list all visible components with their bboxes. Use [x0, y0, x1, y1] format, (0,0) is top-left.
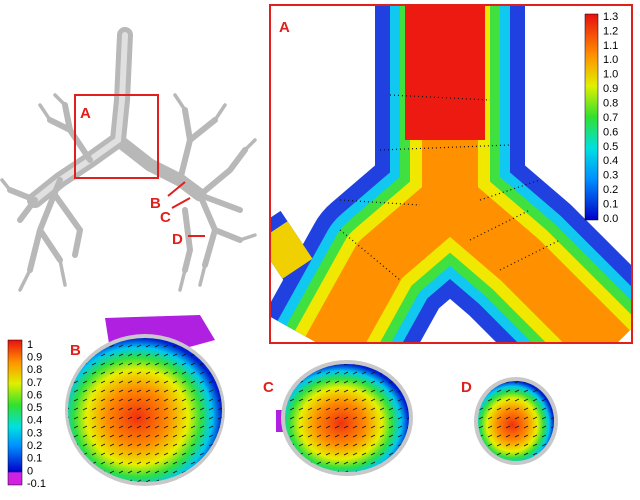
- colorbar-a-ticks: 1.3 1.2 1.1 1.0 1.0 0.9 0.8 0.7 0.6 0.5 0.4 0.3 0.2 0…: [603, 11, 618, 225]
- colorbar-tick-label: 1.0: [603, 69, 618, 81]
- colorbar-tick-label: 0.2: [27, 440, 42, 452]
- section-d: [474, 377, 558, 465]
- colorbar-tick-label: 0.5: [27, 402, 42, 414]
- section-c: [276, 360, 413, 476]
- colorbar-tick-label: 0.9: [27, 352, 42, 364]
- colorbar-tick-label: 0.8: [27, 364, 42, 376]
- panel-a-field: [271, 6, 631, 342]
- colorbar-tick-label: 1.0: [603, 54, 618, 66]
- section-b: [65, 315, 225, 486]
- colorbar-tick-label: 0.6: [27, 389, 42, 401]
- colorbar-tick-label: 0.9: [603, 83, 618, 95]
- section-label: C: [160, 209, 171, 226]
- colorbar: [7, 339, 23, 486]
- colorbar-tick-label: 0.1: [603, 198, 618, 210]
- box-label: A: [80, 105, 91, 122]
- colorbar-ticks: 10.90.80.70.60.50.40.30.20.10-0.1: [27, 339, 46, 490]
- panel-label: D: [461, 379, 472, 396]
- colorbar-tick-label: 0.3: [27, 427, 42, 439]
- colorbar-tick-label: 0.2: [603, 184, 618, 196]
- panel-label: B: [70, 342, 81, 359]
- colorbar-tick-label: 1.2: [603, 25, 618, 37]
- section-lines: [167, 181, 205, 237]
- colorbar-tick-label: 0.4: [603, 155, 618, 167]
- colorbar-tick-label: 0: [27, 465, 33, 477]
- colorbar-tick-label: 0.3: [603, 170, 618, 182]
- colorbar-tick-label: 0.8: [603, 97, 618, 109]
- section-label: D: [172, 231, 183, 248]
- panel-a-frame: [269, 4, 633, 344]
- colorbar-tick-label: 0.6: [603, 126, 618, 138]
- colorbar-tick-label: 0.7: [603, 112, 618, 124]
- colorbar-tick-label: 1: [27, 339, 33, 351]
- airway-tree: [0, 27, 257, 292]
- colorbar-tick-label: 1.1: [603, 40, 618, 52]
- panel-label: A: [279, 19, 290, 36]
- zoom-box: [74, 94, 159, 179]
- colorbar-tick-label: -0.1: [27, 478, 46, 490]
- panel-label: C: [263, 379, 274, 396]
- colorbar-tick-label: 1.3: [603, 11, 618, 23]
- colorbar-tick-label: 0.7: [27, 377, 42, 389]
- colorbar-tick-label: 0.4: [27, 415, 42, 427]
- colorbar-a: [584, 13, 599, 221]
- colorbar-tick-label: 0.5: [603, 141, 618, 153]
- colorbar-tick-label: 0.1: [27, 453, 42, 465]
- colorbar-tick-label: 0.0: [603, 213, 618, 225]
- section-label: B: [150, 195, 161, 212]
